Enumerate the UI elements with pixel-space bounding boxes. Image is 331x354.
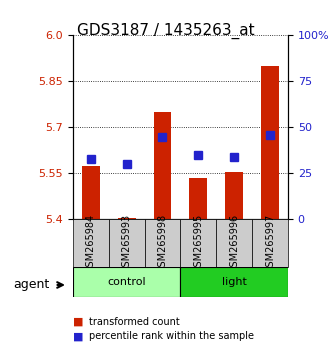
Text: GSM265997: GSM265997 <box>265 214 275 273</box>
FancyBboxPatch shape <box>252 219 288 267</box>
Bar <box>225 172 243 219</box>
FancyBboxPatch shape <box>73 219 109 267</box>
Text: control: control <box>107 277 146 287</box>
Text: GSM265984: GSM265984 <box>86 214 96 273</box>
FancyBboxPatch shape <box>73 267 180 297</box>
Text: light: light <box>222 277 247 287</box>
Bar <box>82 166 100 219</box>
Text: transformed count: transformed count <box>89 317 180 327</box>
Text: GSM265996: GSM265996 <box>229 214 239 273</box>
Text: agent: agent <box>13 279 50 291</box>
FancyBboxPatch shape <box>216 219 252 267</box>
FancyBboxPatch shape <box>145 219 180 267</box>
Text: ■: ■ <box>73 317 83 327</box>
Bar <box>261 66 279 219</box>
Text: GDS3187 / 1435263_at: GDS3187 / 1435263_at <box>77 23 254 39</box>
Bar <box>189 178 207 219</box>
Text: percentile rank within the sample: percentile rank within the sample <box>89 331 254 341</box>
Bar <box>118 218 136 219</box>
FancyBboxPatch shape <box>109 219 145 267</box>
Text: GSM265995: GSM265995 <box>193 214 203 273</box>
FancyBboxPatch shape <box>180 267 288 297</box>
Bar <box>154 112 171 219</box>
Text: ■: ■ <box>73 331 83 341</box>
Text: GSM265998: GSM265998 <box>158 214 167 273</box>
FancyBboxPatch shape <box>180 219 216 267</box>
Text: GSM265993: GSM265993 <box>121 214 132 273</box>
